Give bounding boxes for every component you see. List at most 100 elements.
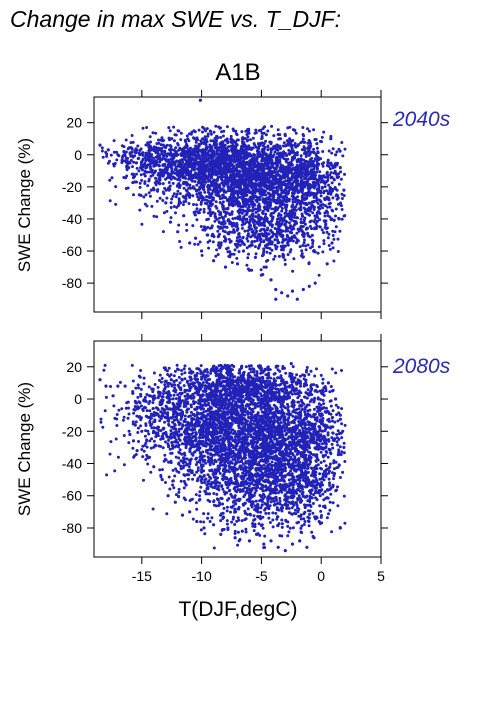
scatter-point [207, 204, 211, 208]
scatter-point [167, 475, 171, 479]
scatter-point [183, 138, 187, 142]
scatter-point [248, 165, 252, 169]
scatter-point [178, 160, 182, 164]
scatter-point [280, 191, 284, 195]
scatter-point [244, 181, 247, 184]
scatter-point [195, 183, 199, 187]
scatter-point [319, 194, 323, 198]
y-tick-label: -40 [62, 211, 82, 227]
scatter-point [286, 253, 290, 257]
scatter-point [199, 200, 203, 204]
scatter-point [266, 129, 270, 133]
scatter-point [184, 180, 188, 184]
scatter-point [207, 211, 210, 215]
scatter-point [281, 240, 284, 244]
scatter-point [300, 214, 304, 218]
scatter-point [182, 479, 186, 483]
scatter-point [227, 198, 231, 202]
scatter-point [277, 137, 281, 141]
scatter-point [254, 182, 257, 186]
scatter-point [135, 172, 138, 176]
scatter-point [250, 192, 254, 195]
scatter-point [196, 195, 200, 199]
scatter-point [203, 135, 207, 139]
scatter-point [312, 151, 316, 154]
scatter-point [157, 164, 161, 168]
scatter-point [290, 194, 294, 198]
scatter-point [171, 175, 175, 179]
scatter-point [310, 185, 314, 188]
scatter-point [342, 188, 346, 192]
y-tick-label: -80 [62, 275, 82, 291]
scatter-point [245, 151, 249, 155]
scatter-point [170, 169, 174, 173]
scatter-point [304, 244, 308, 248]
scatter-point [295, 151, 299, 154]
scatter-point [286, 243, 290, 247]
y-tick-label: 0 [74, 147, 82, 163]
scatter-point [137, 169, 141, 173]
scatter-point [202, 183, 206, 187]
scatter-point [202, 207, 206, 211]
scatter-point [175, 192, 179, 196]
scatter-point [272, 186, 276, 190]
scatter-point [270, 163, 274, 167]
scatter-point [137, 156, 140, 160]
scatter-point [279, 147, 282, 150]
scatter-point [196, 138, 200, 142]
scatter-point [302, 152, 306, 155]
scatter-point [212, 143, 216, 147]
scatter-point [147, 191, 151, 195]
scatter-point [197, 153, 201, 157]
scatter-point [297, 165, 301, 168]
scatter-point [237, 240, 241, 244]
scatter-point [289, 140, 293, 144]
scatter-point [170, 160, 174, 164]
scatter-point [177, 223, 181, 227]
scatter-point [208, 153, 212, 157]
scatter-point [157, 177, 161, 181]
scatter-point [330, 189, 334, 193]
scatter-point [327, 202, 331, 206]
scatter-point [252, 159, 256, 163]
scatter-point [320, 174, 323, 178]
scatter-point [303, 238, 306, 242]
scatter-point [208, 207, 212, 211]
scatter-point [336, 237, 340, 241]
scatter-point [229, 252, 234, 256]
scatter-point [225, 125, 229, 129]
scatter-points-2080s [98, 362, 347, 553]
scatter-point [180, 452, 184, 456]
scatter-point [244, 365, 248, 369]
scatter-point [229, 169, 233, 173]
scatter-point [161, 182, 165, 186]
scatter-point [327, 244, 331, 247]
scatter-point [253, 169, 257, 173]
scatter-point [137, 193, 141, 197]
scatter-point [235, 262, 240, 266]
scatter-point [278, 232, 282, 236]
scatter-point [301, 171, 305, 174]
scatter-point [237, 250, 241, 254]
scatter-point [163, 149, 167, 153]
scatter-point [257, 150, 261, 154]
scatter-point [291, 200, 295, 204]
scatter-point [211, 198, 215, 202]
scatter-point [193, 242, 197, 246]
scatter-point [280, 153, 284, 157]
scatter-point [109, 153, 113, 157]
scatter-point [275, 148, 278, 152]
scatter-point [218, 442, 222, 446]
scatter-point [256, 246, 260, 250]
scatter-point [282, 217, 286, 220]
scatter-point [261, 192, 265, 196]
scatter-point [234, 129, 238, 133]
scatter-point [292, 257, 296, 261]
scatter-point [332, 171, 336, 175]
scatter-point [265, 243, 269, 247]
scatter-point [207, 217, 210, 221]
scatter-point [334, 194, 338, 198]
scatter-point [267, 232, 271, 236]
scatter-point [318, 170, 322, 174]
scatter-point [296, 227, 300, 231]
